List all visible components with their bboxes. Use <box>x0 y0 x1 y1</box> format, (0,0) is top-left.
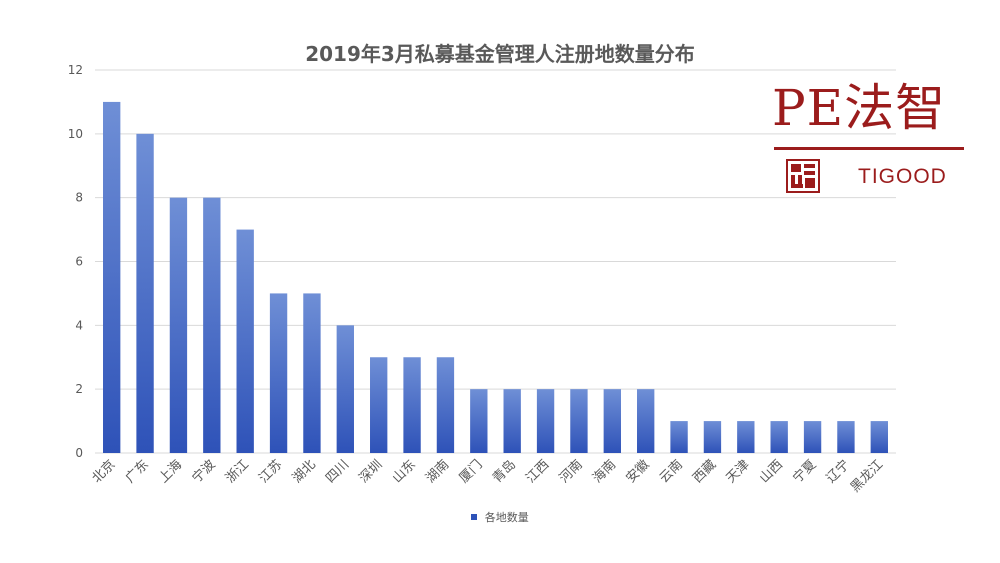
bar <box>770 421 788 453</box>
x-tick-label: 上海 <box>156 457 185 486</box>
bar <box>269 293 288 453</box>
bar <box>737 421 755 453</box>
x-tick-label: 山东 <box>390 457 419 486</box>
x-tick-label: 黑龙江 <box>848 457 886 495</box>
bar <box>603 389 621 453</box>
x-tick-label: 宁夏 <box>790 457 820 487</box>
x-tick-label: 河南 <box>556 457 586 487</box>
y-tick-label: 0 <box>75 446 83 460</box>
legend-label: 各地数量 <box>484 511 529 524</box>
bar <box>336 325 354 453</box>
y-tick-label: 8 <box>75 191 83 205</box>
bar <box>103 101 121 454</box>
chart-title: 2019年3月私募基金管理人注册地数量分布 <box>305 42 695 66</box>
x-tick-label: 云南 <box>656 457 686 487</box>
bar <box>536 389 555 453</box>
x-tick-label: 北京 <box>90 457 119 486</box>
seal-icon <box>786 159 820 193</box>
x-tick-label: 安徽 <box>624 457 653 486</box>
x-tick-label: 湖南 <box>423 457 453 487</box>
x-tick-label: 深圳 <box>357 457 386 486</box>
x-tick-label: 厦门 <box>457 457 486 486</box>
bar <box>470 389 488 453</box>
x-tick-label: 浙江 <box>223 457 252 486</box>
bar <box>203 197 221 453</box>
y-tick-label: 4 <box>75 318 83 332</box>
bar <box>169 197 188 453</box>
bar <box>436 357 455 453</box>
bar <box>136 133 154 454</box>
logo-divider <box>774 147 964 150</box>
x-tick-label: 四川 <box>323 457 352 486</box>
legend-swatch <box>471 514 478 520</box>
x-tick-label: 辽宁 <box>823 457 853 487</box>
bar <box>803 421 822 453</box>
logo-wordmark: PE法智 <box>772 79 947 137</box>
bar <box>837 421 855 453</box>
x-tick-label: 江西 <box>523 457 552 486</box>
x-tick-label: 海南 <box>589 457 619 487</box>
y-tick-label: 12 <box>68 63 83 77</box>
bar <box>503 389 521 453</box>
legend: 各地数量 <box>0 509 1000 525</box>
bar <box>236 229 254 453</box>
bar <box>570 389 588 453</box>
x-tick-label: 广东 <box>123 457 152 486</box>
y-tick-label: 10 <box>68 127 83 141</box>
y-tick-label: 2 <box>75 382 83 396</box>
bar <box>870 421 888 453</box>
pe-fazhi-logo: PE法智 TIGOOD <box>772 75 972 200</box>
x-tick-label: 西藏 <box>690 457 719 486</box>
bar <box>670 421 688 453</box>
y-tick-label: 6 <box>75 255 83 269</box>
x-tick-label: 天津 <box>724 457 753 486</box>
bar <box>703 421 722 453</box>
bar <box>637 389 655 453</box>
bar <box>370 357 388 453</box>
x-tick-label: 湖北 <box>290 457 319 486</box>
x-tick-label: 青岛 <box>489 457 519 487</box>
x-tick-label: 山西 <box>757 457 786 486</box>
x-tick-label: 宁波 <box>189 457 219 487</box>
logo-subtitle: TIGOOD <box>858 165 947 188</box>
x-tick-label: 江苏 <box>256 457 286 487</box>
bar <box>403 357 421 453</box>
bar <box>303 293 321 453</box>
